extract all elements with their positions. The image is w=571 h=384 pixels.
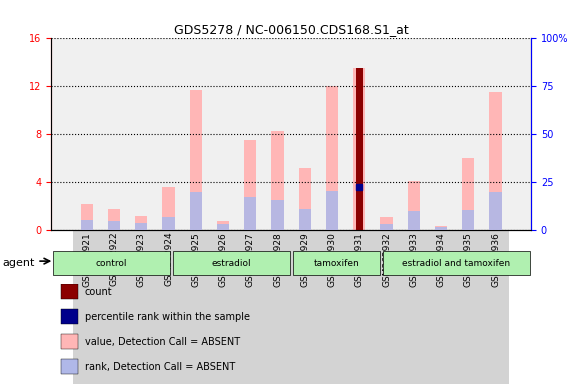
Bar	[135, 223, 147, 230]
Bar	[435, 225, 447, 230]
FancyBboxPatch shape	[383, 251, 529, 275]
Text: estradiol: estradiol	[211, 258, 251, 268]
Bar	[271, 131, 284, 230]
Bar	[73, 230, 100, 384]
Title: GDS5278 / NC-006150.CDS168.S1_at: GDS5278 / NC-006150.CDS168.S1_at	[174, 23, 409, 36]
Text: estradiol and tamoxifen: estradiol and tamoxifen	[402, 258, 510, 268]
Bar	[128, 230, 155, 384]
Bar	[299, 209, 311, 230]
FancyBboxPatch shape	[53, 251, 170, 275]
Bar	[217, 221, 229, 230]
FancyBboxPatch shape	[293, 251, 380, 275]
Bar	[380, 224, 393, 230]
Bar	[81, 204, 93, 230]
Bar	[190, 192, 202, 230]
Bar	[244, 141, 256, 230]
Bar	[408, 211, 420, 230]
Bar	[244, 197, 256, 230]
Bar	[373, 230, 400, 384]
Bar	[455, 230, 482, 384]
Bar	[190, 90, 202, 230]
Text: control: control	[95, 258, 127, 268]
Bar	[462, 210, 475, 230]
Bar	[61, 334, 78, 349]
Bar	[291, 230, 319, 384]
Bar	[162, 187, 175, 230]
Bar	[319, 230, 345, 384]
Bar	[100, 230, 128, 384]
Bar	[326, 191, 338, 230]
Text: agent: agent	[3, 258, 35, 268]
Bar	[400, 230, 428, 384]
Bar	[182, 230, 210, 384]
Bar	[271, 200, 284, 230]
Text: percentile rank within the sample: percentile rank within the sample	[85, 311, 250, 322]
Bar	[237, 230, 264, 384]
Text: count: count	[85, 286, 112, 297]
Bar	[356, 68, 363, 230]
Bar	[345, 230, 373, 384]
Bar	[428, 230, 455, 384]
Bar	[489, 93, 502, 230]
Bar	[217, 224, 229, 230]
Bar	[108, 222, 120, 230]
Bar	[326, 86, 338, 230]
Bar	[81, 220, 93, 230]
Bar	[155, 230, 182, 384]
Bar	[135, 216, 147, 230]
Bar	[482, 230, 509, 384]
Bar	[435, 227, 447, 230]
Bar	[489, 192, 502, 230]
FancyBboxPatch shape	[173, 251, 289, 275]
Bar	[162, 217, 175, 230]
Text: value, Detection Call = ABSENT: value, Detection Call = ABSENT	[85, 336, 240, 347]
Bar	[61, 359, 78, 374]
Text: rank, Detection Call = ABSENT: rank, Detection Call = ABSENT	[85, 361, 235, 372]
Bar	[380, 217, 393, 230]
Bar	[108, 209, 120, 230]
Bar	[61, 309, 78, 324]
Bar	[462, 158, 475, 230]
Bar	[408, 181, 420, 230]
Bar	[210, 230, 237, 384]
Bar	[353, 68, 365, 230]
Text: tamoxifen: tamoxifen	[313, 258, 359, 268]
Bar	[299, 168, 311, 230]
Bar	[61, 284, 78, 299]
Bar	[264, 230, 291, 384]
